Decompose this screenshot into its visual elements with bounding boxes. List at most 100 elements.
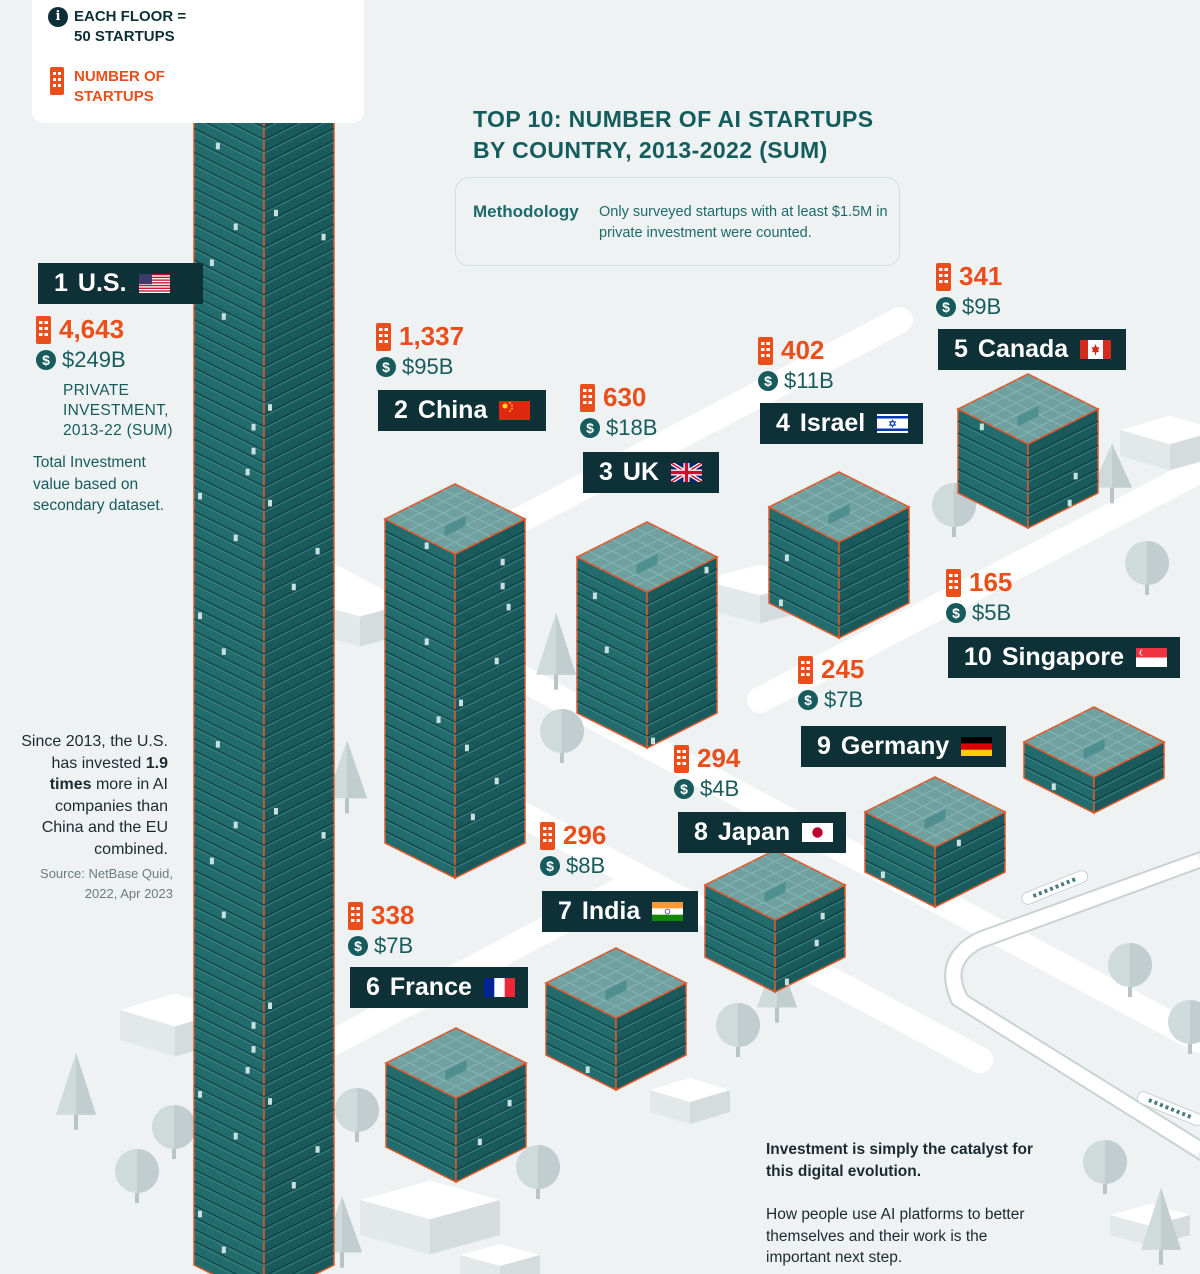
country-stats-7: 296 $ $8B: [540, 820, 606, 879]
city-block: [650, 1077, 730, 1125]
canada-flag-icon: [1080, 340, 1112, 359]
investment-row: $ $7B: [348, 933, 414, 959]
country-label-9: 9 Germany: [801, 726, 1006, 767]
country-name: France: [389, 973, 472, 1001]
round-tree: [516, 1145, 560, 1199]
country-6-building: [384, 1027, 528, 1184]
country-name: Canada: [977, 335, 1069, 363]
country-label-3: 3 UK: [583, 452, 719, 493]
dollar-icon: $: [580, 418, 600, 438]
round-tree: [115, 1149, 159, 1203]
startup-count-row: 402: [758, 335, 834, 366]
investment-row: $ $7B: [798, 687, 864, 713]
rank-number: 10: [964, 643, 992, 671]
startup-count-row: 1,337: [376, 321, 464, 352]
rank-number: 6: [366, 973, 380, 1001]
building-icon: [376, 322, 391, 351]
dollar-icon: $: [758, 371, 778, 391]
dollar-icon: $: [798, 690, 818, 710]
country-name: China: [417, 396, 488, 424]
investment-value: $11B: [784, 368, 834, 393]
methodology-box: Methodology Only surveyed startups with …: [455, 177, 900, 266]
rank-number: 4: [776, 409, 790, 437]
round-tree: [540, 709, 584, 763]
startup-count: 341: [959, 261, 1003, 291]
private-investment-note: PRIVATE INVESTMENT, 2013-22 (SUM): [63, 382, 173, 439]
info-icon: i: [48, 7, 68, 27]
japan-flag-icon: [802, 823, 834, 842]
startup-count: 294: [697, 743, 741, 773]
france-flag-icon: [483, 978, 515, 997]
country-3-building: [575, 521, 719, 750]
india-flag-icon: [652, 902, 684, 921]
startup-count: 245: [821, 654, 865, 684]
since-note-part2: more in AI companies than China and the …: [41, 776, 168, 858]
building-icon: [540, 821, 555, 850]
legend-floor-text: EACH FLOOR = 50 STARTUPS: [74, 8, 187, 45]
round-tree: [1083, 1140, 1127, 1194]
cone-tree: [1092, 443, 1132, 504]
country-label-5: 5 Canada: [938, 329, 1126, 370]
city-block: [1120, 415, 1200, 471]
city-block: [360, 1180, 500, 1255]
bottom-note-text: How people use AI platforms to better th…: [766, 1206, 1025, 1266]
startup-count: 630: [603, 382, 647, 412]
since-note: Since 2013, the U.S. has invested 1.9 ti…: [20, 731, 168, 860]
germany-flag-icon: [961, 737, 993, 756]
dollar-icon: $: [348, 936, 368, 956]
country-label-2: 2 China: [378, 390, 546, 431]
investment-row: $ $11B: [758, 368, 834, 394]
investment-value: $7B: [374, 933, 414, 958]
building-icon: [50, 67, 64, 95]
startup-count-row: 4,643: [36, 314, 126, 345]
chart-title-line-2: BY COUNTRY, 2013-2022 (SUM): [473, 137, 828, 163]
rank-number: 2: [394, 396, 408, 424]
trains: [1021, 870, 1200, 1127]
legend-floor-row: i EACH FLOOR = 50 STARTUPS: [48, 7, 194, 47]
rank-number: 8: [694, 818, 708, 846]
dollar-icon: $: [674, 779, 694, 799]
building-icon: [580, 383, 595, 412]
round-tree: [335, 1088, 379, 1142]
country-label-8: 8 Japan: [678, 812, 846, 853]
since-note-part1: Since 2013, the U.S. has invested: [21, 733, 168, 772]
train: [1136, 1091, 1200, 1127]
investment-row: $ $18B: [580, 415, 657, 441]
country-name: UK: [622, 458, 660, 486]
bottom-note-bold: Investment is simply the catalyst for th…: [766, 1141, 1034, 1180]
investment-value: $18B: [606, 415, 658, 440]
country-stats-10: 165 $ $5B: [946, 567, 1012, 626]
startup-count-row: 165: [946, 567, 1012, 598]
country-8-building: [703, 849, 847, 994]
round-tree: [1168, 1000, 1200, 1054]
rail-track: [946, 853, 1200, 1156]
country-7-building: [544, 947, 688, 1092]
startup-count-row: 294: [674, 743, 740, 774]
investment-value: $95B: [402, 354, 454, 379]
startup-count-row: 341: [936, 261, 1002, 292]
country-label-6: 6 France: [350, 967, 528, 1008]
building-icon: [758, 336, 773, 365]
country-name: Singapore: [1001, 643, 1125, 671]
investment-row: $ $4B: [674, 776, 740, 802]
country-label-1: 1 U.S.: [38, 263, 203, 304]
round-tree: [1108, 943, 1152, 997]
startup-count-row: 630: [580, 382, 657, 413]
methodology-text: Only surveyed startups with at least $1.…: [599, 204, 888, 241]
chart-title-line-1: TOP 10: NUMBER OF AI STARTUPS: [473, 106, 874, 132]
cone-tree: [1141, 1187, 1181, 1265]
building-icon: [946, 568, 961, 597]
startup-count-row: 338: [348, 900, 414, 931]
startup-count: 296: [563, 820, 607, 850]
country-5-building: [956, 373, 1100, 530]
startup-count-row: 245: [798, 654, 864, 685]
rank-number: 1: [54, 269, 68, 297]
investment-row: $ $5B: [946, 600, 1012, 626]
country-stats-1: 4,643 $ $249B: [36, 314, 126, 373]
legend-card: i EACH FLOOR = 50 STARTUPS NUMBER OF STA…: [32, 0, 364, 123]
building-icon: [936, 262, 951, 291]
country-2-building: [383, 483, 527, 880]
rank-number: 3: [599, 458, 613, 486]
investment-row: $ $95B: [376, 354, 464, 380]
